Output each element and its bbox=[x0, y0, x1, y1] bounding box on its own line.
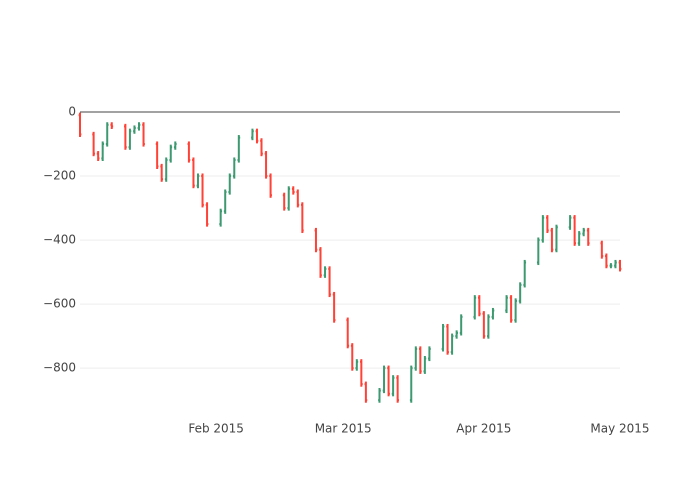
y-tick-label: −400 bbox=[43, 233, 76, 247]
ohlc-bar bbox=[355, 359, 359, 371]
ohlc-bar bbox=[477, 295, 481, 317]
ohlc-bar bbox=[282, 192, 286, 211]
ohlc-bar bbox=[568, 215, 572, 230]
ohlc-bar bbox=[101, 141, 105, 161]
ohlc-bar bbox=[423, 355, 427, 374]
ohlc-bar bbox=[133, 125, 136, 134]
ohlc-bar bbox=[260, 138, 263, 157]
ohlc-bar bbox=[232, 157, 236, 179]
ohlc-bar bbox=[455, 330, 458, 339]
ohlc-bar bbox=[573, 215, 576, 246]
ohlc-bar bbox=[110, 122, 114, 129]
ohlc-bar bbox=[350, 343, 354, 371]
y-tick-label: −200 bbox=[43, 169, 76, 183]
y-tick-label: 0 bbox=[68, 105, 76, 119]
ohlc-bar bbox=[582, 227, 586, 237]
ohlc-bar bbox=[505, 295, 508, 314]
ohlc-bar bbox=[237, 135, 241, 163]
ohlc-bar bbox=[124, 123, 127, 150]
ohlc-bar bbox=[518, 282, 522, 304]
ohlc-bar bbox=[359, 359, 363, 387]
ohlc-bar bbox=[577, 231, 581, 246]
ohlc-bar bbox=[314, 227, 318, 253]
ohlc-bar bbox=[296, 189, 300, 208]
ohlc-bar bbox=[187, 141, 191, 163]
ohlc-bar bbox=[205, 202, 209, 227]
ohlc-bar bbox=[173, 141, 177, 150]
ohlc-bar bbox=[169, 144, 173, 163]
ohlc-bar bbox=[450, 333, 454, 355]
ohlc-bar bbox=[264, 151, 268, 179]
y-tick-label: −600 bbox=[43, 297, 76, 311]
ohlc-bar bbox=[269, 173, 272, 198]
ohlc-bar bbox=[319, 247, 322, 278]
ohlc-bar bbox=[586, 227, 590, 246]
ohlc-bar bbox=[92, 131, 95, 157]
ohlc-bar bbox=[550, 227, 554, 253]
ohlc-bar bbox=[364, 381, 368, 403]
ohlc-bar bbox=[228, 173, 232, 195]
ohlc-bar bbox=[164, 157, 168, 182]
x-tick-label: Feb 2015 bbox=[188, 422, 244, 436]
ohlc-bar bbox=[396, 375, 400, 403]
ohlc-bar bbox=[137, 122, 141, 131]
ohlc-bar bbox=[201, 173, 204, 208]
ohlc-bar bbox=[219, 208, 223, 227]
x-tick-label: Apr 2015 bbox=[456, 422, 511, 436]
ohlc-bar bbox=[300, 202, 304, 234]
ohlc-bar bbox=[160, 163, 164, 182]
ohlc-bar bbox=[378, 387, 381, 403]
ohlc-bar bbox=[609, 263, 613, 269]
ohlc-bar bbox=[600, 240, 604, 259]
ohlc-bar bbox=[541, 215, 545, 243]
ohlc-bar bbox=[482, 311, 486, 339]
ohlc-bar bbox=[332, 291, 336, 323]
ohlc-bar bbox=[414, 346, 418, 371]
ohlc-bar bbox=[387, 365, 390, 397]
ohlc-bar bbox=[192, 157, 195, 189]
ohlc-bar bbox=[142, 122, 145, 147]
ohlc-bar bbox=[428, 346, 431, 362]
ohlc-bar bbox=[618, 259, 622, 272]
ohlc-bar bbox=[105, 122, 109, 147]
ohlc-bar bbox=[196, 173, 200, 189]
ohlc-bar bbox=[536, 237, 540, 266]
ohlc-bar bbox=[514, 298, 517, 323]
ohlc-bar bbox=[328, 266, 331, 298]
x-tick-label: May 2015 bbox=[590, 422, 649, 436]
ohlc-bar bbox=[155, 141, 159, 169]
ohlc-bar bbox=[523, 259, 527, 288]
ohlc-bar bbox=[78, 112, 82, 137]
ohlc-bar bbox=[487, 314, 490, 339]
y-tick-label: −800 bbox=[43, 361, 76, 375]
ohlc-bar bbox=[555, 224, 558, 253]
ohlc-bar bbox=[382, 365, 386, 394]
ohlc-bar bbox=[446, 323, 449, 355]
ohlc-bar bbox=[509, 295, 513, 323]
ohlc-bar bbox=[614, 259, 617, 269]
ohlc-bar bbox=[418, 346, 422, 374]
ohlc-bar bbox=[323, 266, 327, 278]
x-tick-label: Mar 2015 bbox=[315, 422, 372, 436]
ohlc-bar bbox=[251, 128, 254, 141]
ohlc-bar bbox=[459, 314, 463, 336]
ohlc-bar bbox=[291, 186, 295, 195]
ohlc-bar bbox=[409, 365, 413, 403]
ohlc-bar bbox=[491, 307, 495, 320]
ohlc-bar bbox=[473, 295, 477, 320]
ohlc-bar bbox=[287, 186, 291, 211]
ohlc-bar bbox=[441, 323, 445, 352]
ohlc-bar bbox=[128, 128, 132, 150]
ohlc-bar bbox=[255, 128, 259, 144]
ohlc-bar bbox=[346, 317, 350, 349]
ohlc-bar bbox=[605, 253, 608, 269]
ohlc-bar bbox=[96, 151, 100, 161]
ohlc-bar bbox=[546, 215, 549, 234]
ohlc-bar bbox=[391, 375, 395, 397]
ohlc-bar bbox=[223, 189, 227, 214]
